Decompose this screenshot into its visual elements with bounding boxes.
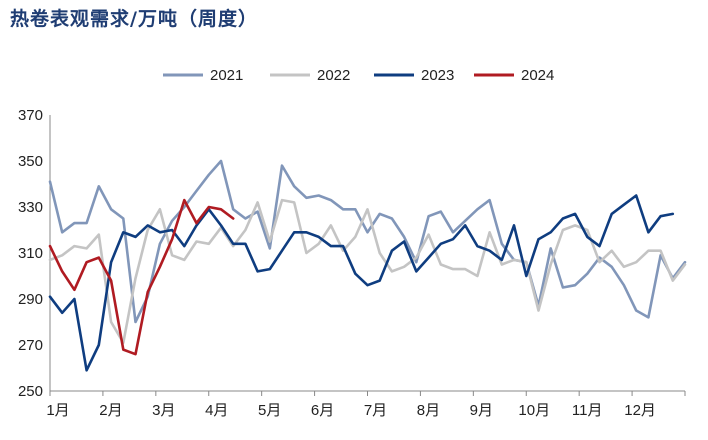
legend-label: 2021 bbox=[210, 67, 243, 84]
x-tick-label: 9月 bbox=[470, 402, 493, 419]
x-tick-label: 2月 bbox=[99, 402, 122, 419]
series-line-2021 bbox=[48, 159, 687, 324]
x-tick-label: 10月 bbox=[518, 402, 550, 419]
series-line-2022 bbox=[48, 198, 687, 345]
series-line-2024 bbox=[48, 198, 235, 356]
y-tick-label: 290 bbox=[18, 291, 43, 308]
y-tick-label: 330 bbox=[18, 199, 43, 216]
x-tick-label: 12月 bbox=[624, 402, 656, 419]
x-tick-label: 8月 bbox=[417, 402, 440, 419]
y-tick-label: 270 bbox=[18, 337, 43, 354]
legend-label: 2024 bbox=[521, 67, 554, 84]
x-axis: 1月 2月 3月 4月 5月 6月 7月 8月 9月 10月 11月 12月 bbox=[46, 390, 686, 419]
x-tick-label: 7月 bbox=[364, 402, 387, 419]
y-axis: 250 270 290 310 330 350 370 bbox=[18, 107, 51, 400]
x-tick-label: 6月 bbox=[311, 402, 334, 419]
series-line-2023 bbox=[48, 194, 675, 372]
x-tick-label: 11月 bbox=[572, 402, 603, 419]
y-tick-label: 310 bbox=[18, 245, 43, 262]
plot-area bbox=[48, 159, 687, 372]
legend: 2021 2022 2023 2024 bbox=[163, 67, 554, 84]
y-tick-label: 350 bbox=[18, 153, 43, 170]
y-tick-label: 250 bbox=[18, 383, 43, 400]
x-tick-label: 3月 bbox=[152, 402, 175, 419]
x-tick-label: 1月 bbox=[46, 402, 69, 419]
legend-label: 2022 bbox=[317, 67, 350, 84]
chart-title: 热卷表观需求/万吨（周度） bbox=[10, 8, 258, 30]
legend-label: 2023 bbox=[421, 67, 454, 84]
x-tick-label: 5月 bbox=[258, 402, 281, 419]
x-tick-label: 4月 bbox=[205, 402, 228, 419]
y-tick-label: 370 bbox=[18, 107, 43, 124]
